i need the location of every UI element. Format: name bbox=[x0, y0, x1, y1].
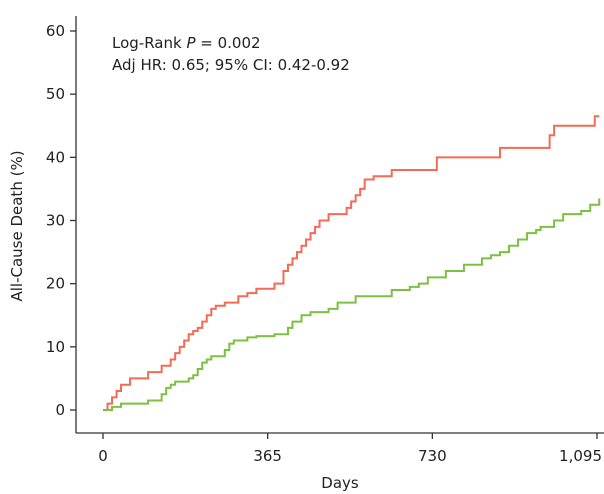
y-tick-label: 10 bbox=[46, 338, 65, 356]
logrank-p-symbol: P bbox=[186, 34, 196, 52]
series-layer bbox=[103, 115, 601, 411]
x-tick-label: 365 bbox=[253, 447, 282, 465]
y-axis-ticks: 0 10 20 30 40 50 60 bbox=[46, 22, 76, 419]
hazard-ratio-annotation: Adj HR: 0.65; 95% CI: 0.42-0.92 bbox=[112, 56, 350, 74]
logrank-value: = 0.002 bbox=[196, 34, 261, 52]
y-tick-label: 20 bbox=[46, 275, 65, 293]
logrank-prefix: Log-Rank bbox=[112, 34, 186, 52]
series-line-green bbox=[103, 198, 601, 411]
y-tick-label: 40 bbox=[46, 148, 65, 166]
y-tick-label: 0 bbox=[55, 401, 65, 419]
x-axis-ticks: 0 365 730 1,095 bbox=[98, 433, 602, 465]
x-tick-label: 1,095 bbox=[559, 447, 602, 465]
y-tick-label: 30 bbox=[46, 212, 65, 230]
x-tick-label: 0 bbox=[98, 447, 108, 465]
y-tick-label: 60 bbox=[46, 22, 65, 40]
logrank-annotation: Log-Rank P = 0.002 bbox=[112, 34, 261, 52]
x-tick-label: 730 bbox=[418, 447, 447, 465]
series-line-red bbox=[103, 115, 600, 411]
y-axis-title: All-Cause Death (%) bbox=[8, 150, 26, 301]
y-tick-label: 50 bbox=[46, 85, 65, 103]
x-axis-title: Days bbox=[321, 474, 359, 492]
